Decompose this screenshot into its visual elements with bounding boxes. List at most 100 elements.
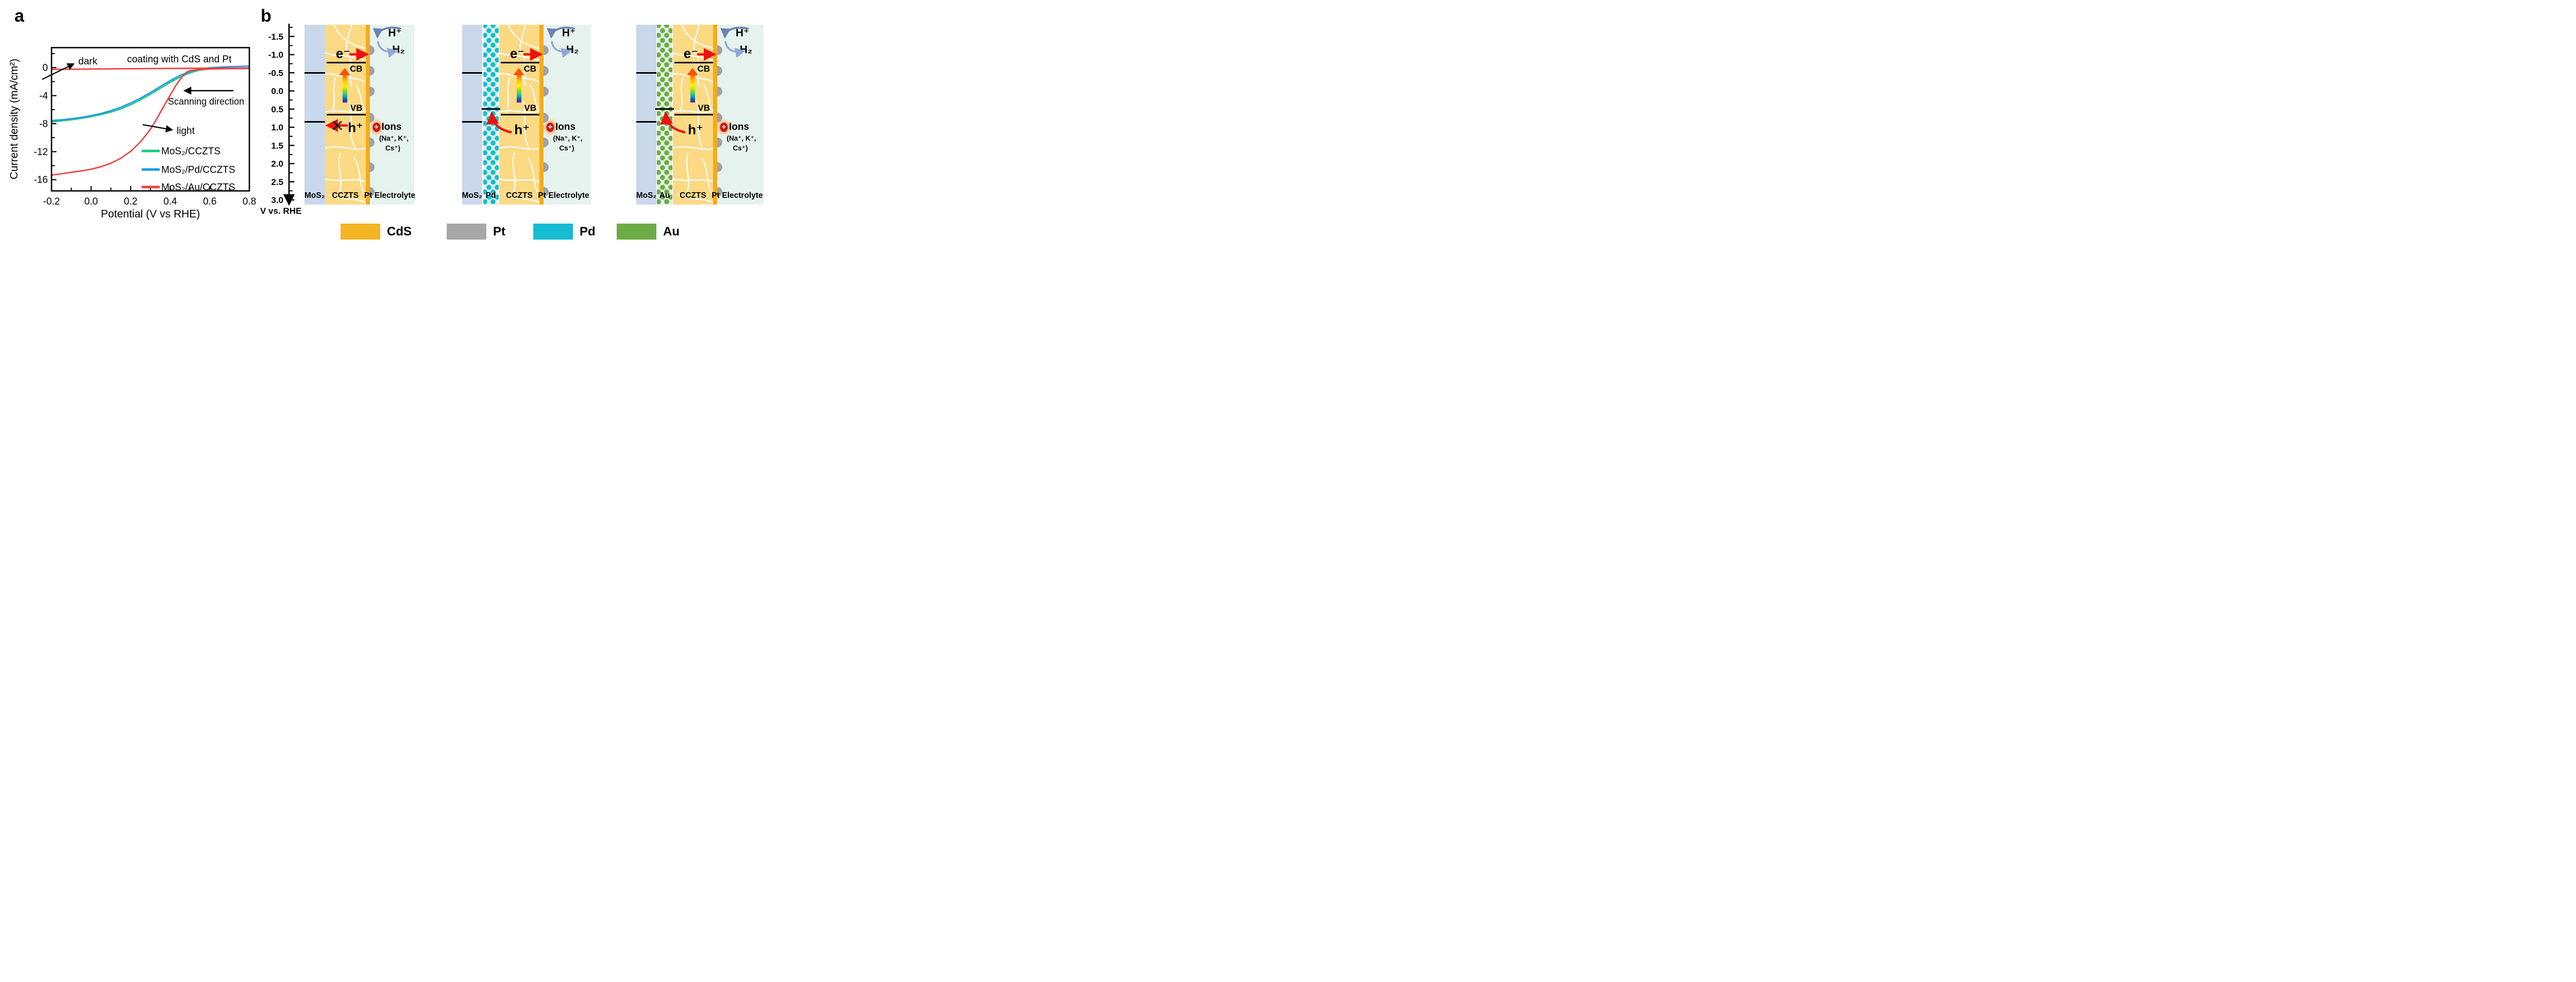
y-tick-label: -4 xyxy=(39,91,48,101)
electron-label: e⁻ xyxy=(335,45,351,61)
excitation-arrow-bar xyxy=(690,75,695,103)
ions-species-line1: (Na⁺, K⁺, xyxy=(379,134,409,142)
legend-item-pd: Pd xyxy=(533,224,596,240)
pt-bump xyxy=(369,187,375,197)
annotation-light: light xyxy=(177,126,195,137)
legend-swatch-au xyxy=(617,224,656,240)
ions-species-line1: (Na⁺, K⁺, xyxy=(553,134,583,142)
light-arrow xyxy=(142,124,174,132)
mos2-cb-level xyxy=(636,72,656,74)
annotation-coating: coating with CdS and Pt xyxy=(127,54,232,65)
figure: a -0.2 0.0 0.2 0.4 0.6 0.8 0 -4 -8 -12 -16 Potentia… xyxy=(0,0,766,246)
legend-swatch-pt xyxy=(447,224,486,240)
lsv-chart: -0.2 0.0 0.2 0.4 0.6 0.8 0 -4 -8 -12 -16 Potential … xyxy=(8,47,256,220)
ions-species-line2: Cs⁺) xyxy=(559,144,574,152)
electron-label: e⁻ xyxy=(510,45,525,61)
h2-label: H₂ xyxy=(739,44,753,56)
cczts-cb-level xyxy=(674,62,713,63)
pt-bump xyxy=(717,87,722,97)
mos2-vb-level xyxy=(304,121,325,123)
ions-plus-icon: + xyxy=(546,123,554,132)
layer-cds-strip xyxy=(365,25,370,205)
pt-bump xyxy=(717,187,722,197)
pt-bump xyxy=(543,66,549,76)
x-tick-label: 0.0 xyxy=(84,196,98,207)
pt-bump xyxy=(543,162,549,173)
ions-label: Ions xyxy=(729,122,750,132)
x-tick-label: 0.6 xyxy=(203,196,216,207)
label-metal-layer: Pd xyxy=(485,191,496,200)
legend-label-pd: Pd xyxy=(580,224,596,239)
pt-bump xyxy=(717,113,722,123)
pd-fermi-level xyxy=(481,108,500,110)
legend-item-au: Au xyxy=(617,224,680,240)
label-mos2-layer: MoS₂ xyxy=(304,191,325,200)
pt-bump xyxy=(543,113,549,123)
layer-cds-strip xyxy=(539,25,544,205)
label-cczts-layer: CCZTS xyxy=(680,191,706,200)
ions-plus-icon: + xyxy=(720,123,728,132)
pt-bump xyxy=(369,138,375,148)
label-metal-layer: Au xyxy=(659,191,670,200)
label-mos2-layer: MoS₂ xyxy=(462,191,483,200)
pt-bump xyxy=(369,113,375,123)
layer-mos2 xyxy=(636,25,656,205)
pt-bump xyxy=(717,162,722,173)
label-cczts-layer: CCZTS xyxy=(506,191,533,200)
layer-au-nanoparticles xyxy=(657,25,672,205)
dark-arrow xyxy=(42,63,75,80)
mos2-vb-level xyxy=(462,121,482,123)
label-electrolyte: Electrolyte xyxy=(374,191,416,200)
ions-label: Ions xyxy=(381,122,402,132)
curve-0 xyxy=(50,67,250,123)
electron-label: e⁻ xyxy=(683,45,699,61)
label-electrolyte: Electrolyte xyxy=(722,191,763,200)
y-tick-label: 0 xyxy=(42,63,48,74)
h-plus-label: H⁺ xyxy=(388,27,402,39)
pt-bump xyxy=(369,87,375,97)
cczts-cb-level xyxy=(501,62,539,63)
x-tick-label: 0.2 xyxy=(124,196,137,207)
curve-1 xyxy=(50,65,250,122)
y-tick-label: -12 xyxy=(34,147,48,158)
chart-legend-label-1: MoS₂/Pd/CCZTS xyxy=(161,165,235,176)
x-tick-label: 0.8 xyxy=(243,196,256,207)
cczts-vb-level xyxy=(501,113,539,115)
pt-bump xyxy=(369,162,375,173)
panel-a-label: a xyxy=(14,6,24,26)
legend-swatch-pd xyxy=(533,224,573,240)
mos2-cb-level xyxy=(462,72,482,74)
pt-bump xyxy=(369,66,375,76)
excitation-arrow-bar xyxy=(516,75,521,103)
x-tick-label: -0.2 xyxy=(43,196,60,207)
label-pt: Pt xyxy=(711,191,720,200)
layer-cds-strip xyxy=(713,25,717,205)
hole-label: h⁺ xyxy=(688,122,703,138)
pt-bump xyxy=(717,45,722,56)
cczts-vb-level xyxy=(327,113,366,115)
cczts-vb-level xyxy=(674,113,713,115)
label-electrolyte: Electrolyte xyxy=(548,191,589,200)
legend-label-cds: CdS xyxy=(387,224,412,239)
mos2-cb-level xyxy=(304,72,325,74)
excitation-arrow-head xyxy=(339,68,350,75)
pt-bump xyxy=(543,187,549,197)
ions-species-line1: (Na⁺, K⁺, xyxy=(726,134,756,142)
label-cczts-layer: CCZTS xyxy=(332,191,359,200)
label-pt: Pt xyxy=(538,191,546,200)
chart-legend-label-2: MoS₂/Au/CCZTS xyxy=(161,182,235,193)
hole-label: h⁺ xyxy=(514,122,530,138)
vb-label: VB xyxy=(524,103,536,113)
vb-label: VB xyxy=(350,103,363,113)
y-tick-label: -16 xyxy=(34,175,48,185)
y-tick-label: -8 xyxy=(39,118,48,129)
y-axis-title: Current density (mA/cm²) xyxy=(8,59,20,180)
pt-bump xyxy=(543,45,549,56)
layer-mos2 xyxy=(304,25,325,205)
legend-label-pt: Pt xyxy=(493,224,505,239)
h-plus-label: H⁺ xyxy=(562,27,576,39)
x-tick-label: 0.4 xyxy=(163,196,177,207)
layer-mos2 xyxy=(462,25,482,205)
h2-label: H₂ xyxy=(566,44,579,56)
h-plus-label: H⁺ xyxy=(735,27,750,39)
